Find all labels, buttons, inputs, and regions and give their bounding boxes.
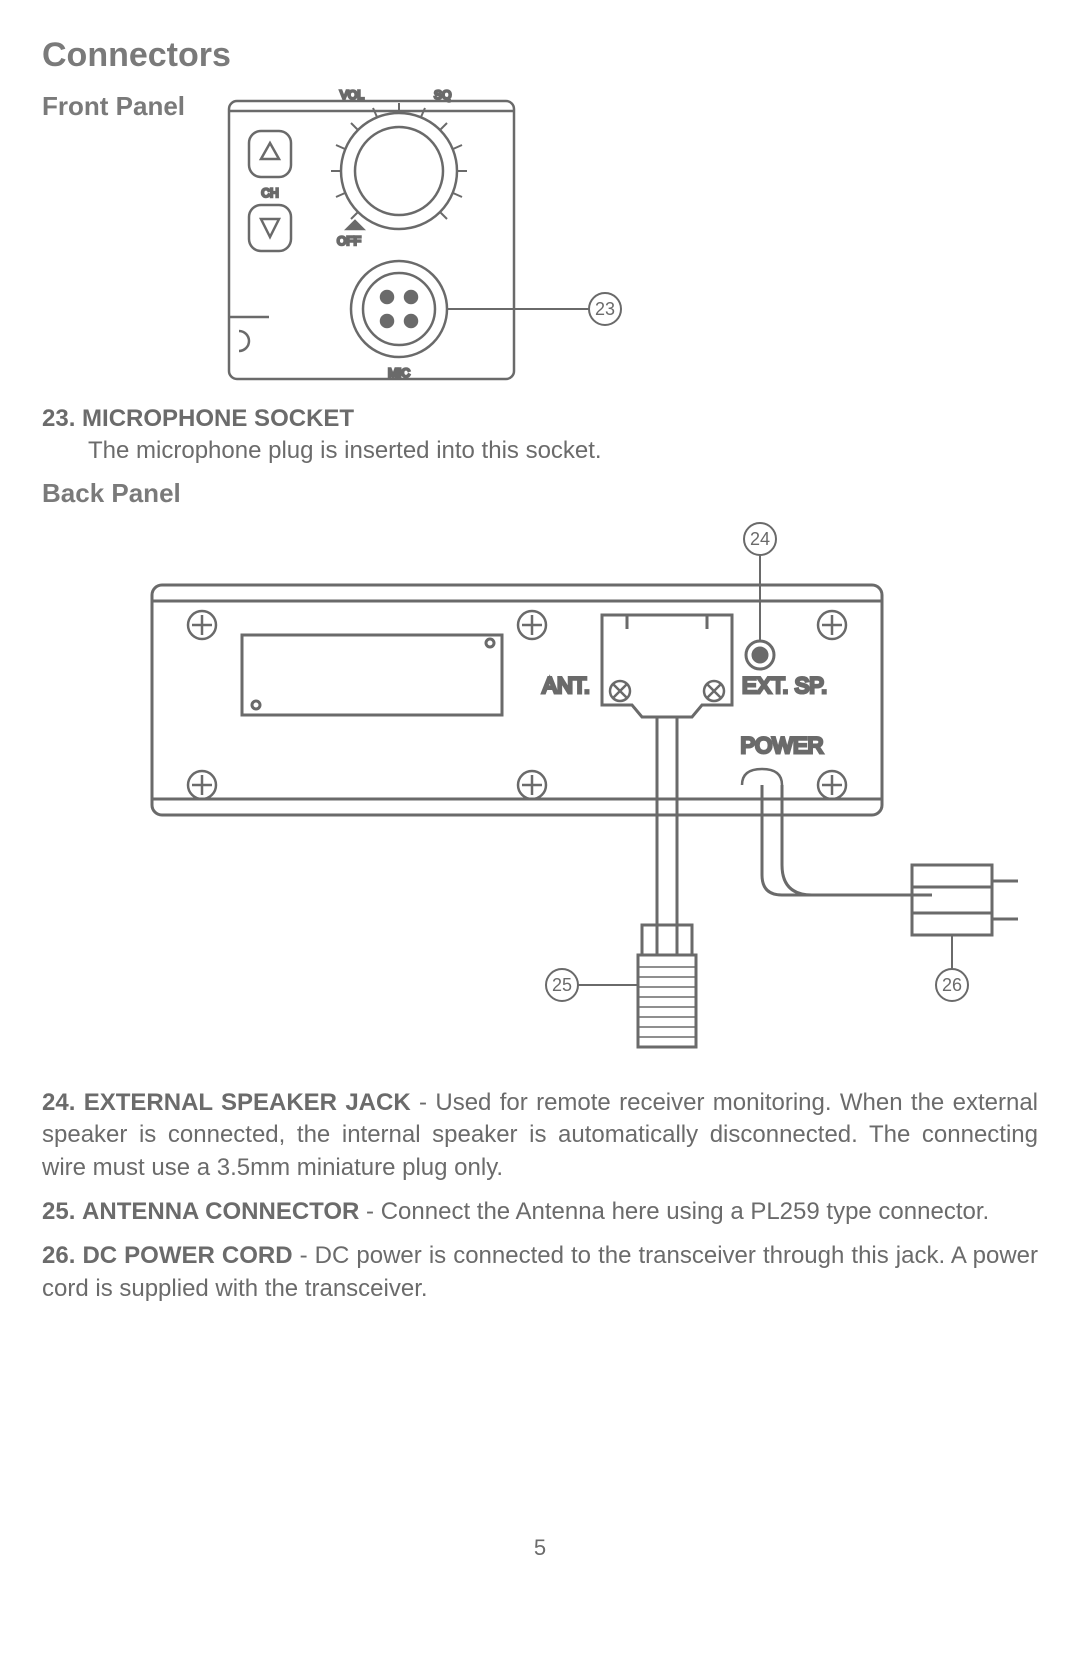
back-panel-diagram: ANT. EXT. SP. POWER [42,515,1038,1075]
item-23-desc: The microphone plug is inserted into thi… [88,437,602,464]
label-sq: SQ [434,88,451,102]
page-number: 5 [0,1535,1080,1561]
callout-23: 23 [595,299,615,319]
item-24-title: EXTERNAL SPEAKER JACK [84,1089,411,1116]
item-26: 26. DC POWER CORD - DC power is connecte… [42,1240,1038,1305]
callout-24: 24 [750,529,770,549]
heading-back-panel: Back Panel [42,478,1038,509]
item-26-num: 26. [42,1242,75,1269]
item-24: 24. EXTERNAL SPEAKER JACK - Used for rem… [42,1087,1038,1184]
label-extsp: EXT. SP. [742,673,827,698]
front-panel-diagram: CH [209,81,669,391]
label-power: POWER [740,733,823,758]
item-26-title: DC POWER CORD [82,1242,292,1269]
front-panel-row: Front Panel CH [42,81,1038,391]
item-24-num: 24. [42,1089,75,1116]
label-mic: MIC [388,366,410,380]
item-25-desc: - Connect the Antenna here using a PL259… [359,1198,989,1225]
item-23-num: 23. [42,405,75,432]
label-off: OFF [337,234,361,248]
item-25: 25. ANTENNA CONNECTOR - Connect the Ante… [42,1196,1038,1228]
item-25-title: ANTENNA CONNECTOR [82,1198,359,1225]
callout-25: 25 [552,975,572,995]
heading-front-panel: Front Panel [42,91,185,122]
manual-page: Connectors Front Panel CH [0,0,1080,1671]
heading-connectors: Connectors [42,36,1038,75]
label-ch: CH [261,186,278,200]
item-23: 23. MICROPHONE SOCKET The microphone plu… [42,403,1038,468]
item-25-num: 25. [42,1198,75,1225]
label-ant: ANT. [542,673,590,698]
label-vol: VOL [340,88,364,102]
callout-26: 26 [942,975,962,995]
item-23-title: MICROPHONE SOCKET [82,405,354,432]
